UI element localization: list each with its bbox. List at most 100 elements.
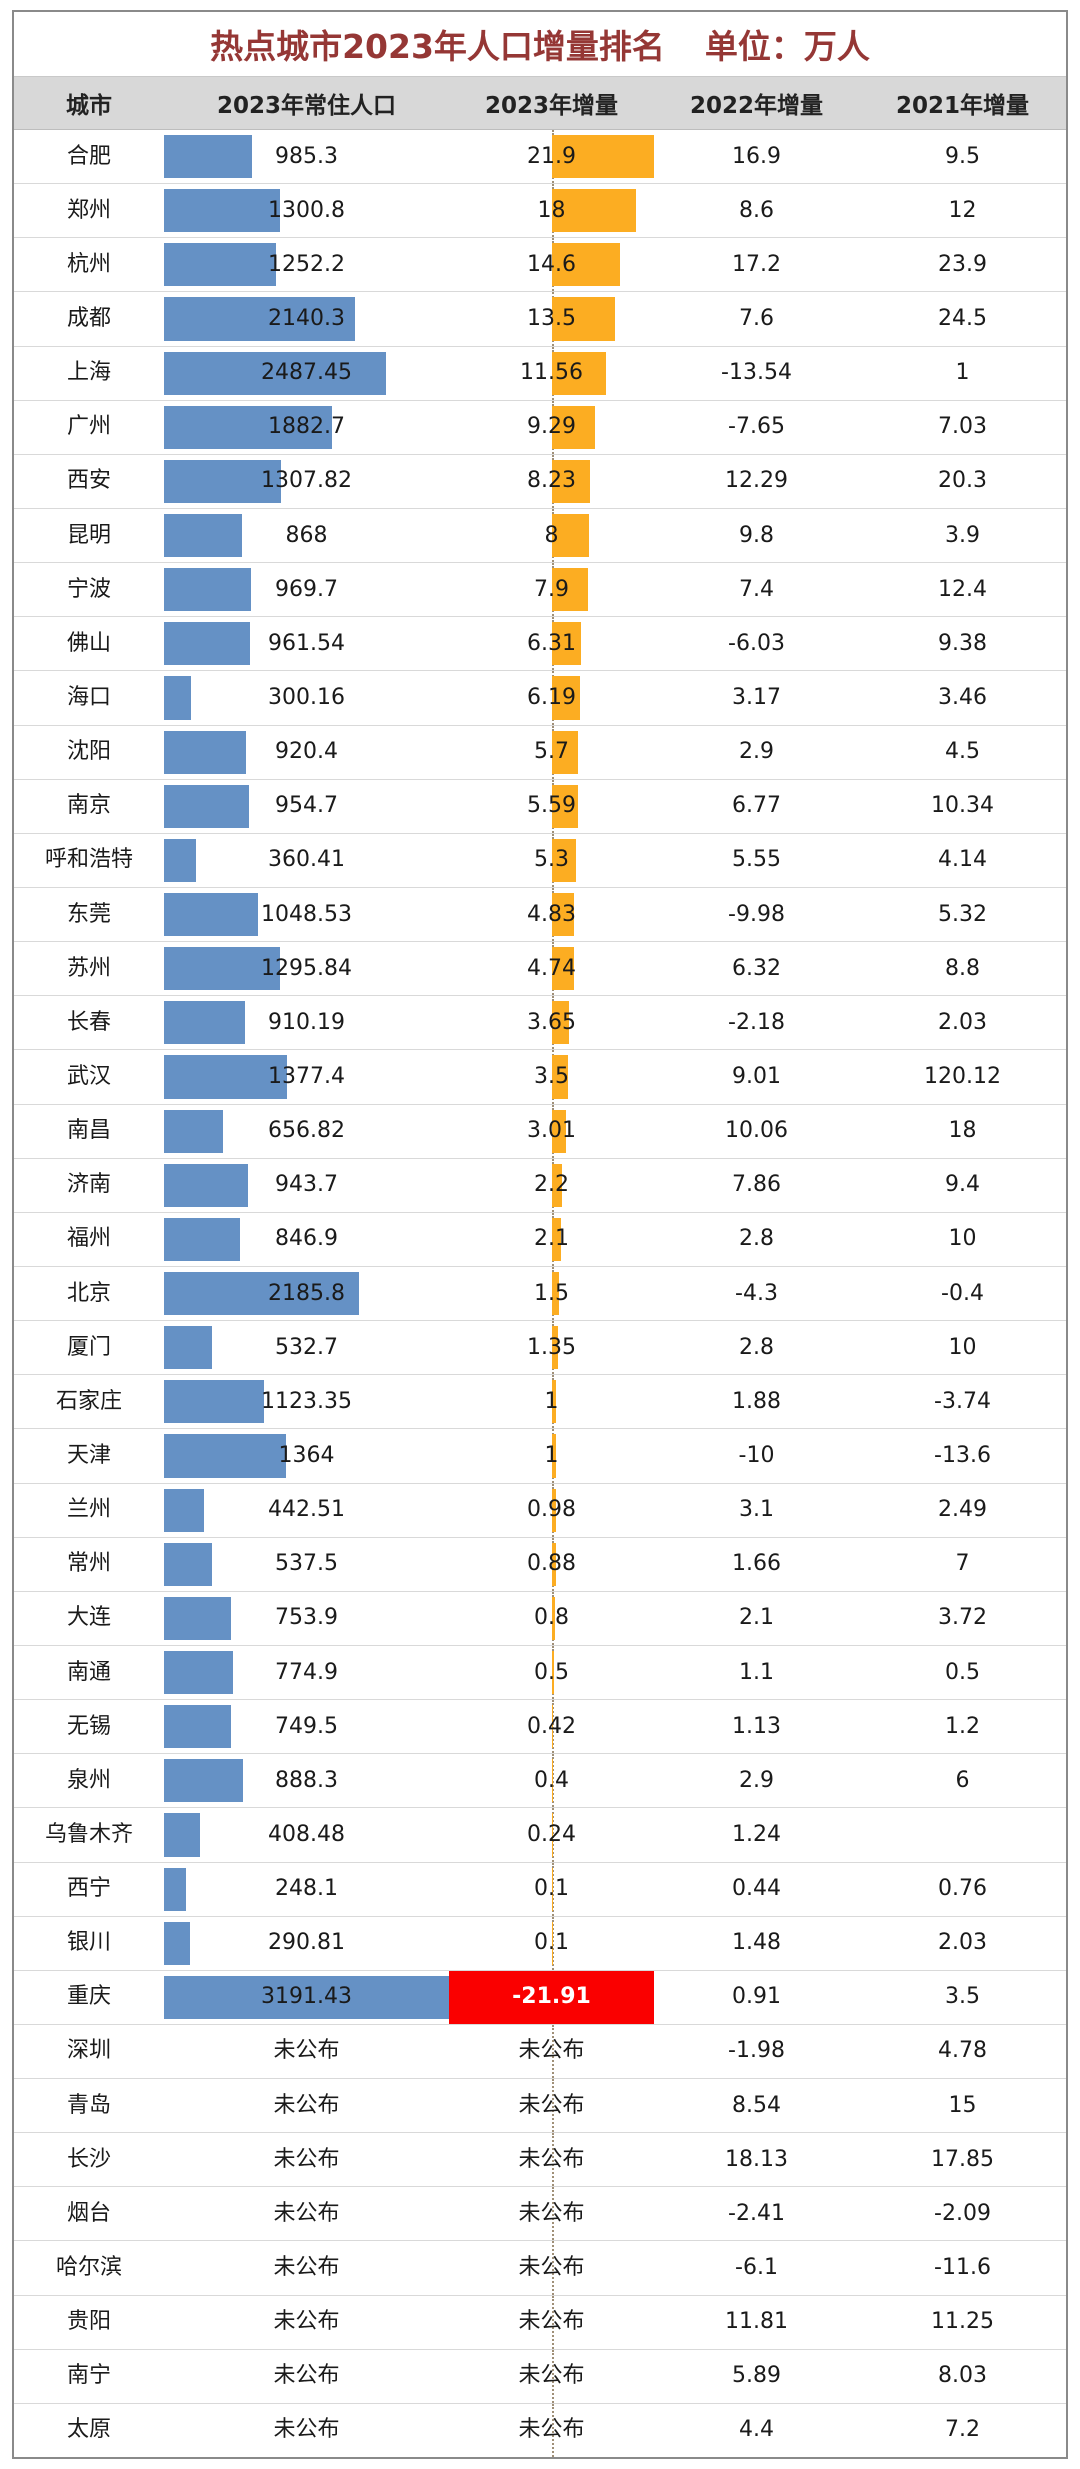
increment-2023-value: 21.9	[527, 143, 576, 169]
title-bar: 热点城市2023年人口增量排名 单位：万人	[14, 12, 1066, 77]
city-cell: 深圳	[14, 2025, 164, 2078]
increment-2022-value: 0.44	[732, 1876, 781, 1902]
increment-2023-cell: 未公布	[449, 2024, 654, 2079]
increment-2021-value: 4.14	[938, 847, 987, 873]
city-cell: 长沙	[14, 2133, 164, 2186]
population-cell: 1364	[164, 1429, 449, 1482]
increment-bar	[551, 730, 579, 774]
increment-2021-value: 3.5	[945, 1984, 980, 2010]
increment-2023-cell: 5.3	[449, 833, 654, 887]
city-cell: 南通	[14, 1646, 164, 1699]
population-value: 910.19	[268, 1009, 345, 1035]
population-bar	[164, 838, 197, 882]
increment-2022-cell: 7.4	[654, 563, 859, 616]
increment-2023-cell: 2.2	[449, 1158, 654, 1212]
city-cell: 青岛	[14, 2079, 164, 2132]
increment-2022-value: 1.13	[732, 1713, 781, 1739]
population-bar	[164, 1109, 223, 1153]
population-bar	[164, 1163, 249, 1207]
increment-2023-cell: 3.65	[449, 996, 654, 1050]
city-cell: 南昌	[14, 1105, 164, 1158]
increment-2022-cell: 17.2	[654, 238, 859, 291]
increment-2023-cell: 0.98	[449, 1483, 654, 1537]
increment-2023-cell: 0.1	[449, 1916, 654, 1970]
city-name: 西宁	[66, 1876, 111, 1902]
population-value: 961.54	[268, 630, 345, 656]
increment-2021-cell: 24.5	[859, 292, 1066, 345]
increment-2022-value: 4.4	[739, 2417, 774, 2443]
increment-2023-cell: 21.9	[449, 130, 654, 184]
header-increment-2021: 2021年增量	[895, 93, 1029, 119]
increment-2023-value: 未公布	[518, 2200, 585, 2226]
increment-bar	[551, 622, 582, 666]
increment-2021-cell: 3.72	[859, 1592, 1066, 1645]
population-cell: 2185.8	[164, 1267, 449, 1320]
increment-2022-cell: 4.4	[654, 2404, 859, 2457]
city-name: 南昌	[66, 1118, 111, 1144]
city-cell: 重庆	[14, 1971, 164, 2024]
increment-2022-cell: 7.86	[654, 1159, 859, 1212]
increment-2021-value: 9.4	[945, 1172, 980, 1198]
population-value: 未公布	[273, 2363, 340, 2389]
increment-2021-value: 0.5	[945, 1659, 980, 1685]
table-row: 贵阳 未公布 未公布 11.81 11.25	[14, 2295, 1066, 2350]
increment-2022-value: 12.29	[725, 468, 788, 494]
table-row: 西宁 248.1 0.1 0.44 0.76	[14, 1862, 1066, 1917]
increment-2023-cell: 5.59	[449, 779, 654, 833]
population-cell: 3191.43	[164, 1971, 449, 2024]
increment-2023-value: 0.4	[534, 1767, 569, 1793]
city-name: 长沙	[66, 2146, 111, 2172]
increment-2022-cell: 12.29	[654, 455, 859, 508]
population-bar	[164, 568, 251, 612]
city-cell: 北京	[14, 1267, 164, 1320]
increment-2023-value: 9.29	[527, 414, 576, 440]
increment-2021-value: 18	[948, 1118, 977, 1144]
population-cell: 1295.84	[164, 942, 449, 995]
increment-2022-value: 10.06	[725, 1118, 788, 1144]
increment-2021-cell: 2.49	[859, 1484, 1066, 1537]
increment-2022-cell: 1.66	[654, 1538, 859, 1591]
city-name: 石家庄	[55, 1388, 122, 1414]
increment-2023-value: 13.5	[527, 305, 576, 331]
table-row: 杭州 1252.2 14.6 17.2 23.9	[14, 238, 1066, 293]
increment-2023-value: 3.5	[534, 1063, 569, 1089]
increment-2022-cell: 5.89	[654, 2350, 859, 2403]
population-cell: 774.9	[164, 1646, 449, 1699]
increment-2021-value: 8.8	[945, 955, 980, 981]
increment-2023-cell: 0.24	[449, 1808, 654, 1862]
city-cell: 昆明	[14, 509, 164, 562]
increment-2023-value: 0.42	[527, 1713, 576, 1739]
increment-2023-value: 5.3	[534, 847, 569, 873]
increment-2022-value: 2.8	[739, 1226, 774, 1252]
increment-2022-cell: 3.17	[654, 671, 859, 724]
increment-2022-value: 7.4	[739, 576, 774, 602]
increment-2023-cell: 1	[449, 1429, 654, 1483]
table-row: 武汉 1377.4 3.5 9.01 120.12	[14, 1050, 1066, 1105]
population-value: 868	[285, 522, 328, 548]
increment-2022-cell: 3.1	[654, 1484, 859, 1537]
increment-bar	[551, 1650, 554, 1695]
increment-2023-cell: 7.9	[449, 563, 654, 617]
increment-2022-cell: -4.3	[654, 1267, 859, 1320]
increment-bar	[551, 297, 615, 341]
increment-2022-value: -7.65	[728, 414, 785, 440]
population-cell: 1882.7	[164, 401, 449, 454]
population-cell: 954.7	[164, 780, 449, 833]
increment-2023-value: 1.5	[534, 1280, 569, 1306]
increment-2022-cell: 1.88	[654, 1375, 859, 1428]
table-row: 石家庄 1123.35 1 1.88 -3.74	[14, 1375, 1066, 1430]
city-name: 重庆	[66, 1984, 111, 2010]
increment-2023-value: 4.83	[527, 901, 576, 927]
population-cell: 未公布	[164, 2025, 449, 2078]
increment-2021-cell: 23.9	[859, 238, 1066, 291]
increment-2021-value: 10	[948, 1334, 977, 1360]
population-bar	[164, 622, 250, 666]
increment-2023-cell: -21.91	[449, 1970, 654, 2024]
population-value: 2140.3	[268, 305, 345, 331]
city-name: 成都	[66, 305, 111, 331]
increment-2023-value: 7.9	[534, 576, 569, 602]
table-row: 南昌 656.82 3.01 10.06 18	[14, 1104, 1066, 1159]
increment-2023-value: 0.24	[527, 1821, 576, 1847]
increment-bar	[551, 838, 577, 882]
